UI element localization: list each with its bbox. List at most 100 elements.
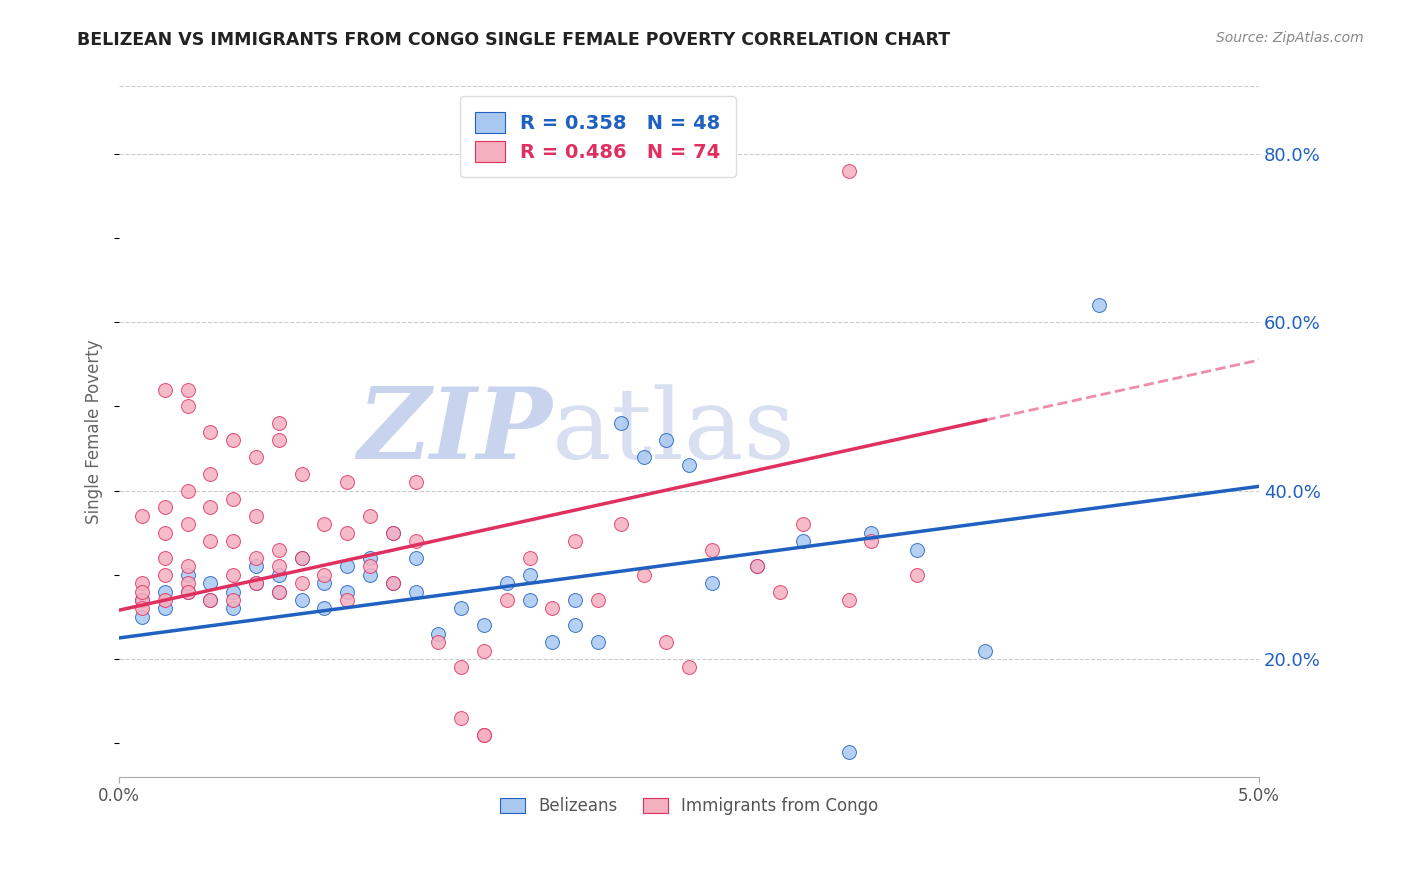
Text: ZIP: ZIP xyxy=(357,384,553,480)
Point xyxy=(472,618,495,632)
Point xyxy=(609,416,631,430)
Point xyxy=(153,550,176,565)
Point xyxy=(222,534,245,549)
Point xyxy=(427,626,450,640)
Point xyxy=(495,576,517,591)
Point xyxy=(747,559,769,574)
Point xyxy=(222,567,245,582)
Point xyxy=(472,728,495,742)
Point xyxy=(860,525,883,540)
Point xyxy=(176,559,198,574)
Point xyxy=(609,517,631,532)
Point xyxy=(153,383,176,397)
Point xyxy=(267,559,290,574)
Point xyxy=(336,475,359,490)
Point xyxy=(153,567,176,582)
Point xyxy=(131,508,153,523)
Point xyxy=(200,425,222,439)
Point xyxy=(314,601,336,615)
Point xyxy=(381,576,404,591)
Point xyxy=(769,584,792,599)
Point xyxy=(291,593,314,607)
Point xyxy=(200,593,222,607)
Point xyxy=(495,593,517,607)
Point xyxy=(153,500,176,515)
Point xyxy=(359,559,381,574)
Point xyxy=(245,576,267,591)
Point xyxy=(200,534,222,549)
Point xyxy=(655,635,678,649)
Point xyxy=(267,542,290,557)
Text: Source: ZipAtlas.com: Source: ZipAtlas.com xyxy=(1216,31,1364,45)
Point xyxy=(405,534,427,549)
Point xyxy=(905,567,928,582)
Point xyxy=(974,643,997,657)
Point xyxy=(381,525,404,540)
Point xyxy=(792,534,814,549)
Point xyxy=(633,450,655,464)
Point xyxy=(838,163,860,178)
Point xyxy=(381,576,404,591)
Text: atlas: atlas xyxy=(553,384,796,480)
Point xyxy=(519,550,541,565)
Point xyxy=(427,635,450,649)
Point xyxy=(131,576,153,591)
Point xyxy=(747,559,769,574)
Legend: Belizeans, Immigrants from Congo: Belizeans, Immigrants from Congo xyxy=(492,789,887,824)
Point xyxy=(176,517,198,532)
Point xyxy=(153,584,176,599)
Point xyxy=(405,475,427,490)
Point xyxy=(314,576,336,591)
Point xyxy=(200,593,222,607)
Point xyxy=(131,610,153,624)
Point xyxy=(359,508,381,523)
Point xyxy=(359,567,381,582)
Point xyxy=(222,584,245,599)
Point xyxy=(291,550,314,565)
Point xyxy=(450,711,472,725)
Point xyxy=(564,593,586,607)
Point xyxy=(472,643,495,657)
Point xyxy=(267,567,290,582)
Point xyxy=(245,550,267,565)
Point xyxy=(222,601,245,615)
Point xyxy=(792,517,814,532)
Point xyxy=(222,433,245,447)
Point xyxy=(153,525,176,540)
Point xyxy=(176,400,198,414)
Point xyxy=(267,416,290,430)
Point xyxy=(200,467,222,481)
Point xyxy=(541,635,564,649)
Point xyxy=(131,601,153,615)
Point xyxy=(314,517,336,532)
Point xyxy=(176,584,198,599)
Point xyxy=(131,584,153,599)
Point xyxy=(1088,298,1111,312)
Point xyxy=(176,576,198,591)
Point xyxy=(267,584,290,599)
Point xyxy=(838,745,860,759)
Point xyxy=(336,593,359,607)
Point xyxy=(860,534,883,549)
Point xyxy=(678,458,700,473)
Point xyxy=(131,593,153,607)
Point xyxy=(176,483,198,498)
Point xyxy=(678,660,700,674)
Point xyxy=(291,576,314,591)
Point xyxy=(336,559,359,574)
Point xyxy=(222,491,245,506)
Point xyxy=(450,601,472,615)
Point xyxy=(200,500,222,515)
Point xyxy=(519,593,541,607)
Point xyxy=(291,467,314,481)
Text: BELIZEAN VS IMMIGRANTS FROM CONGO SINGLE FEMALE POVERTY CORRELATION CHART: BELIZEAN VS IMMIGRANTS FROM CONGO SINGLE… xyxy=(77,31,950,49)
Point xyxy=(700,542,723,557)
Point xyxy=(586,593,609,607)
Point xyxy=(245,508,267,523)
Point xyxy=(541,601,564,615)
Point xyxy=(131,593,153,607)
Point xyxy=(176,383,198,397)
Point xyxy=(359,550,381,565)
Point xyxy=(291,550,314,565)
Point xyxy=(176,584,198,599)
